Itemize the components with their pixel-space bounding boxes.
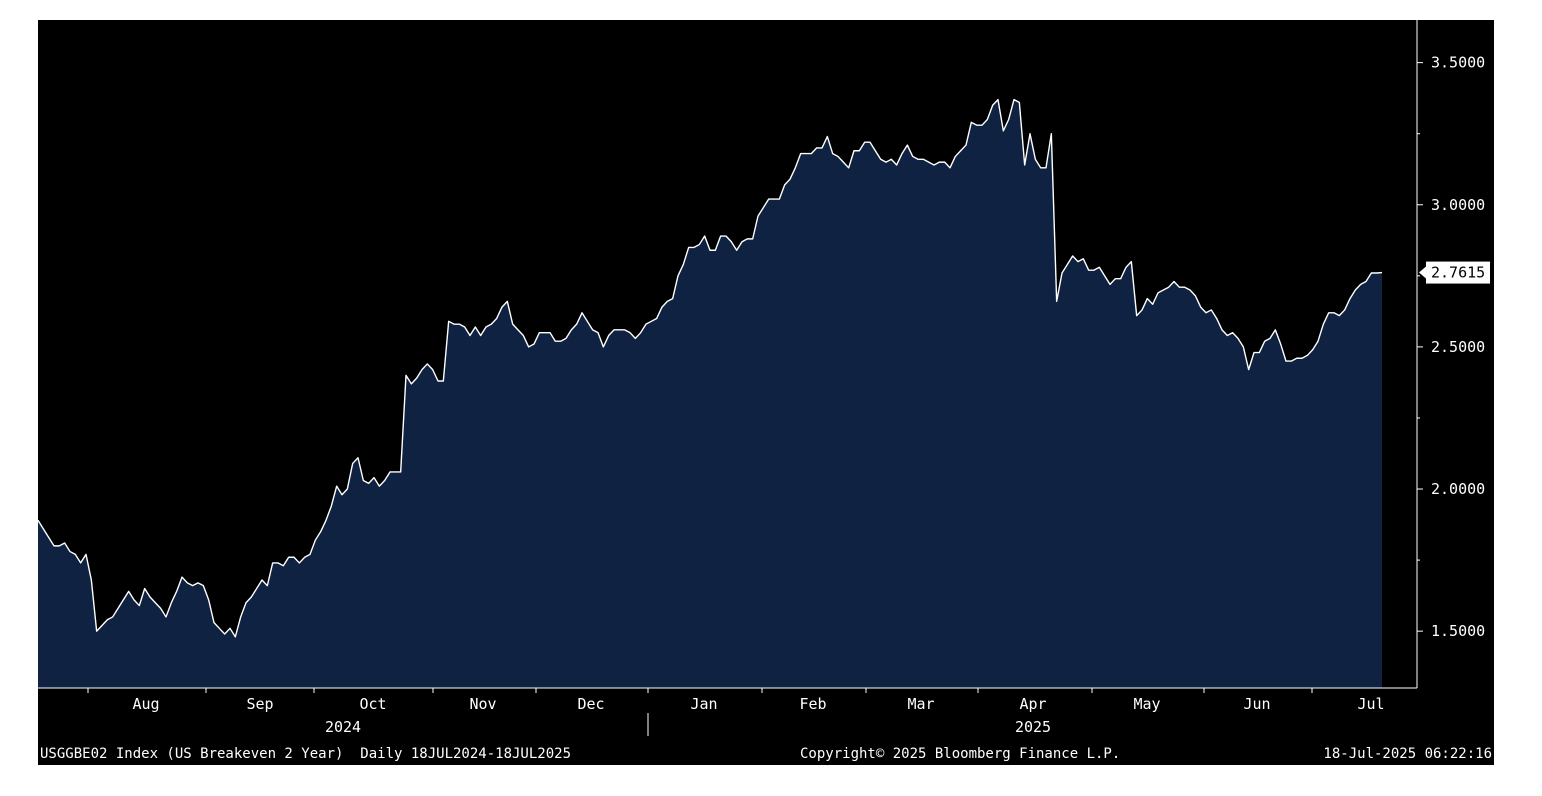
footer-timestamp: 18-Jul-2025 06:22:16 xyxy=(1323,746,1492,762)
x-tick-label: Mar xyxy=(907,695,934,713)
x-tick-label: Nov xyxy=(469,695,496,713)
x-tick-label: Jun xyxy=(1243,695,1270,713)
x-tick-label: Oct xyxy=(359,695,386,713)
y-tick-label: 2.0000 xyxy=(1431,480,1485,498)
series-area xyxy=(38,99,1382,689)
x-tick-label: Apr xyxy=(1019,695,1046,713)
x-tick-label: Jul xyxy=(1357,695,1384,713)
footer-copyright: Copyright© 2025 Bloomberg Finance L.P. xyxy=(800,746,1120,762)
y-tick-label: 3.5000 xyxy=(1431,54,1485,72)
x-tick-label: Feb xyxy=(799,695,826,713)
chart-svg: 1.5000 2.0000 2.5000 3.0000 3.5000 2.7615 Aug… xyxy=(38,20,1492,762)
footer-ticker: USGGBE02 Index (US Breakeven 2 Year) Dai… xyxy=(40,746,571,762)
y-axis: 1.5000 2.0000 2.5000 3.0000 3.5000 2.7615 xyxy=(1416,20,1490,688)
x-tick-label: Dec xyxy=(577,695,604,713)
y-tick-label: 1.5000 xyxy=(1431,622,1485,640)
x-year-label: 2025 xyxy=(1015,718,1051,736)
last-value-label: 2.7615 xyxy=(1431,264,1485,282)
x-tick-label: Jan xyxy=(690,695,717,713)
chart-frame: 1.5000 2.0000 2.5000 3.0000 3.5000 2.7615 Aug… xyxy=(38,20,1494,765)
plot-area xyxy=(38,98,1383,689)
y-tick-label: 2.5000 xyxy=(1431,338,1485,356)
y-tick-label: 3.0000 xyxy=(1431,196,1485,214)
x-year-label: 2024 xyxy=(325,718,361,736)
x-tick-label: Aug xyxy=(132,695,159,713)
last-value-pointer xyxy=(1419,266,1426,279)
footer: USGGBE02 Index (US Breakeven 2 Year) Dai… xyxy=(40,746,1492,762)
last-value-box xyxy=(1426,261,1490,284)
x-axis: Aug Sep Oct Nov Dec Jan Feb Mar Apr May Jun Jul 2024… xyxy=(38,687,1417,736)
x-tick-label: Sep xyxy=(246,695,273,713)
x-tick-label: May xyxy=(1133,695,1160,713)
series-line xyxy=(38,98,1383,638)
